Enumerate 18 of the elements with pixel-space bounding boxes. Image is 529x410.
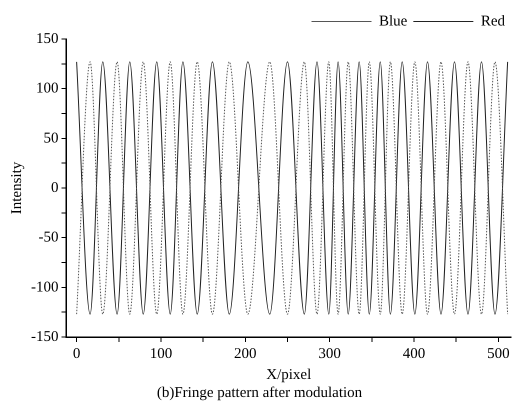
x-tick-label: 500: [487, 346, 510, 362]
y-tick-label: 150: [36, 30, 58, 47]
legend-label: Blue: [379, 13, 408, 30]
x-tick-label: 0: [72, 346, 80, 362]
y-tick-label: -50: [38, 230, 58, 246]
x-tick-label: 200: [234, 346, 257, 362]
y-tick-label: 100: [36, 80, 58, 97]
y-tick-label: 50: [43, 130, 58, 146]
x-axis-title: X/pixel: [266, 366, 312, 383]
x-tick-label: 100: [150, 346, 172, 362]
legend-label: Red: [480, 13, 506, 30]
y-axis-title: Intensity: [8, 161, 25, 214]
x-tick-label: 400: [402, 346, 426, 362]
y-tick-label: -100: [30, 279, 58, 296]
x-tick-label: 300: [318, 346, 341, 362]
y-tick-label: 0: [50, 180, 58, 196]
text: (b)Fringe pattern after modulation: [156, 384, 363, 401]
y-tick-label: -150: [30, 328, 58, 345]
